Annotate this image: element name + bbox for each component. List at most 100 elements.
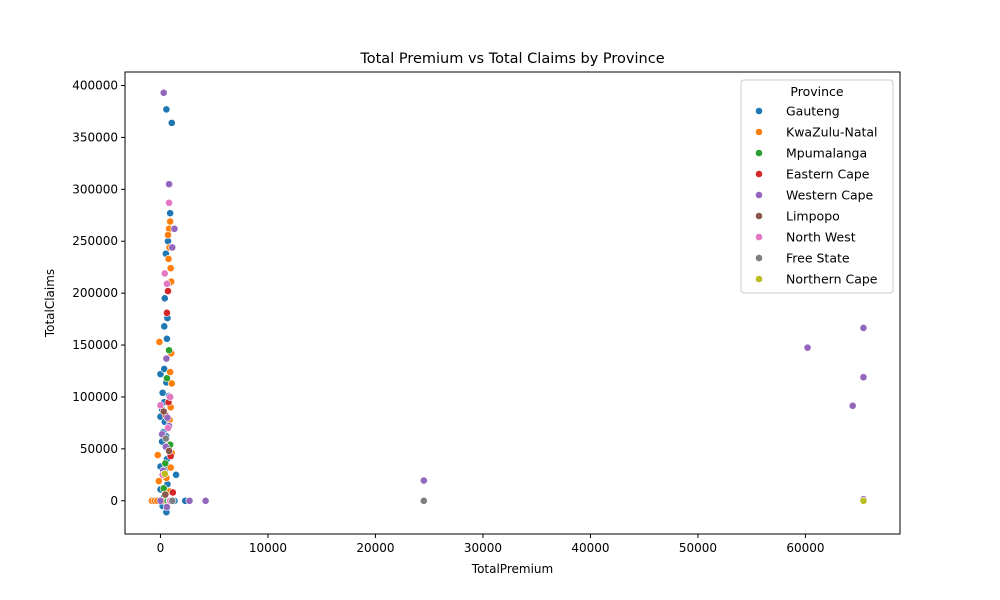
legend-label-gauteng: Gauteng bbox=[786, 104, 840, 119]
legend-frame bbox=[740, 79, 894, 294]
y-axis-title: TotalClaims bbox=[43, 269, 57, 338]
point-kwazulu-natal bbox=[166, 217, 175, 226]
legend-marker-eastern-cape bbox=[755, 170, 763, 178]
legend-marker-gauteng bbox=[755, 107, 763, 115]
point-western-cape bbox=[162, 354, 171, 363]
point-gauteng bbox=[158, 388, 167, 397]
point-western-cape bbox=[163, 503, 171, 511]
legend-label-northern-cape: Northern Cape bbox=[786, 272, 878, 287]
point-western-cape bbox=[859, 324, 868, 332]
legend-marker-kwazulu-natal bbox=[755, 128, 763, 136]
point-gauteng bbox=[160, 294, 169, 303]
point-northern-cape bbox=[160, 469, 169, 478]
point-western-cape bbox=[170, 224, 179, 233]
point-western-cape bbox=[156, 496, 165, 505]
y-tick-label: 400000 bbox=[72, 78, 118, 92]
legend-title: Province bbox=[790, 84, 843, 99]
point-north-west bbox=[160, 269, 169, 278]
y-axis: 0 50000 100000 150000 200000 250000 300000 3500… bbox=[72, 78, 125, 508]
point-kwazulu-natal bbox=[153, 451, 162, 459]
point-eastern-cape bbox=[164, 287, 172, 295]
legend-label-limpopo: Limpopo bbox=[786, 209, 840, 224]
y-tick-label: 0 bbox=[110, 494, 118, 508]
point-north-west bbox=[165, 198, 173, 207]
x-tick-label: 50000 bbox=[679, 541, 717, 555]
legend-marker-north-west bbox=[755, 233, 763, 241]
point-kwazulu-natal bbox=[166, 463, 175, 472]
legend-label-mpumalanga: Mpumalanga bbox=[786, 146, 867, 161]
legend-marker-limpopo bbox=[755, 212, 763, 220]
y-tick-label: 250000 bbox=[72, 234, 118, 248]
point-western-cape bbox=[185, 496, 194, 505]
point-kwazulu-natal bbox=[155, 338, 164, 346]
point-free-state bbox=[161, 434, 170, 443]
point-gauteng bbox=[156, 370, 165, 379]
point-limpopo bbox=[165, 447, 173, 455]
point-western-cape bbox=[168, 243, 177, 252]
point-north-west bbox=[166, 393, 175, 401]
y-tick-label: 50000 bbox=[80, 442, 118, 456]
point-gauteng bbox=[162, 105, 171, 114]
point-kwazulu-natal bbox=[164, 254, 173, 263]
point-western-cape bbox=[201, 496, 210, 505]
point-gauteng bbox=[166, 209, 175, 218]
chart-title: Total Premium vs Total Claims by Provinc… bbox=[359, 51, 664, 67]
plot-frame bbox=[124, 71, 901, 535]
legend-marker-free-state bbox=[755, 254, 763, 262]
y-tick-label: 100000 bbox=[72, 390, 118, 404]
points-layer bbox=[147, 88, 868, 517]
point-north-west bbox=[156, 401, 165, 410]
point-western-cape bbox=[419, 476, 428, 485]
x-tick-label: 40000 bbox=[571, 541, 609, 555]
x-tick-label: 20000 bbox=[356, 541, 394, 555]
legend-marker-northern-cape bbox=[755, 275, 763, 283]
x-tick-label: 30000 bbox=[464, 541, 502, 555]
y-tick-label: 350000 bbox=[72, 130, 118, 144]
legend-label-north-west: North West bbox=[786, 230, 856, 245]
point-north-west bbox=[164, 424, 172, 432]
point-kwazulu-natal bbox=[166, 264, 175, 273]
x-axis: 0 10000 20000 30000 40000 50000 60000 bbox=[157, 534, 825, 555]
point-gauteng bbox=[163, 334, 171, 343]
point-gauteng bbox=[167, 118, 176, 127]
point-free-state bbox=[419, 496, 428, 505]
legend-marker-mpumalanga bbox=[755, 149, 763, 157]
point-gauteng bbox=[160, 322, 169, 331]
point-kwazulu-natal bbox=[164, 231, 172, 239]
x-tick-label: 10000 bbox=[249, 541, 287, 555]
point-western-cape bbox=[159, 88, 168, 97]
point-western-cape bbox=[163, 413, 172, 422]
point-eastern-cape bbox=[168, 488, 177, 497]
point-western-cape bbox=[859, 373, 868, 382]
point-western-cape bbox=[165, 180, 173, 189]
x-tick-label: 0 bbox=[157, 541, 165, 555]
y-tick-label: 300000 bbox=[72, 182, 118, 196]
legend-marker-western-cape bbox=[755, 191, 763, 199]
point-western-cape bbox=[803, 343, 812, 352]
legend-label-western-cape: Western Cape bbox=[786, 188, 874, 203]
legend: Province Gauteng KwaZulu-Natal Mpumalanga E… bbox=[740, 79, 894, 294]
point-western-cape bbox=[848, 401, 857, 410]
point-mpumalanga bbox=[163, 374, 171, 383]
point-kwazulu-natal bbox=[166, 368, 175, 376]
legend-label-eastern-cape: Eastern Cape bbox=[786, 167, 870, 182]
point-kwazulu-natal bbox=[154, 477, 163, 485]
point-gauteng bbox=[172, 470, 180, 479]
legend-label-free-state: Free State bbox=[786, 251, 850, 266]
point-northern-cape bbox=[859, 496, 868, 505]
legend-label-kwazulu-natal: KwaZulu-Natal bbox=[786, 125, 878, 140]
point-kwazulu-natal bbox=[167, 379, 176, 388]
point-limpopo bbox=[159, 407, 168, 416]
x-axis-title: TotalPremium bbox=[471, 562, 553, 576]
legend-items: Gauteng KwaZulu-Natal Mpumalanga Eastern Ca… bbox=[755, 104, 878, 287]
point-north-west bbox=[163, 279, 171, 288]
x-tick-label: 60000 bbox=[786, 541, 824, 555]
point-eastern-cape bbox=[163, 308, 171, 317]
point-limpopo bbox=[161, 490, 170, 499]
y-tick-label: 150000 bbox=[72, 338, 118, 352]
y-tick-label: 200000 bbox=[72, 286, 118, 300]
point-mpumalanga bbox=[161, 459, 170, 468]
point-free-state bbox=[168, 496, 177, 505]
point-mpumalanga bbox=[165, 346, 173, 355]
